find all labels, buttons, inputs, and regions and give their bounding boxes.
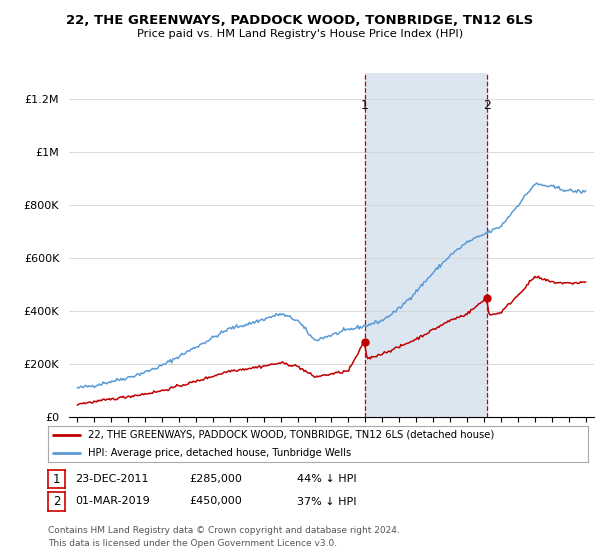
Bar <box>365 73 487 417</box>
Text: 22, THE GREENWAYS, PADDOCK WOOD, TONBRIDGE, TN12 6LS: 22, THE GREENWAYS, PADDOCK WOOD, TONBRID… <box>67 14 533 27</box>
Text: 23-DEC-2011: 23-DEC-2011 <box>75 474 149 484</box>
Text: £285,000: £285,000 <box>189 474 242 484</box>
Text: 37% ↓ HPI: 37% ↓ HPI <box>297 497 356 506</box>
Text: £450,000: £450,000 <box>189 497 242 506</box>
Text: Price paid vs. HM Land Registry's House Price Index (HPI): Price paid vs. HM Land Registry's House … <box>137 29 463 39</box>
Text: 22, THE GREENWAYS, PADDOCK WOOD, TONBRIDGE, TN12 6LS (detached house): 22, THE GREENWAYS, PADDOCK WOOD, TONBRID… <box>89 430 495 440</box>
Text: 1: 1 <box>361 99 368 113</box>
Text: 44% ↓ HPI: 44% ↓ HPI <box>297 474 356 484</box>
Text: Contains HM Land Registry data © Crown copyright and database right 2024.: Contains HM Land Registry data © Crown c… <box>48 526 400 535</box>
Text: HPI: Average price, detached house, Tunbridge Wells: HPI: Average price, detached house, Tunb… <box>89 448 352 458</box>
Text: This data is licensed under the Open Government Licence v3.0.: This data is licensed under the Open Gov… <box>48 539 337 548</box>
Text: 2: 2 <box>483 99 491 113</box>
Text: 1: 1 <box>53 473 60 486</box>
Text: 2: 2 <box>53 495 60 508</box>
Text: 01-MAR-2019: 01-MAR-2019 <box>75 497 150 506</box>
